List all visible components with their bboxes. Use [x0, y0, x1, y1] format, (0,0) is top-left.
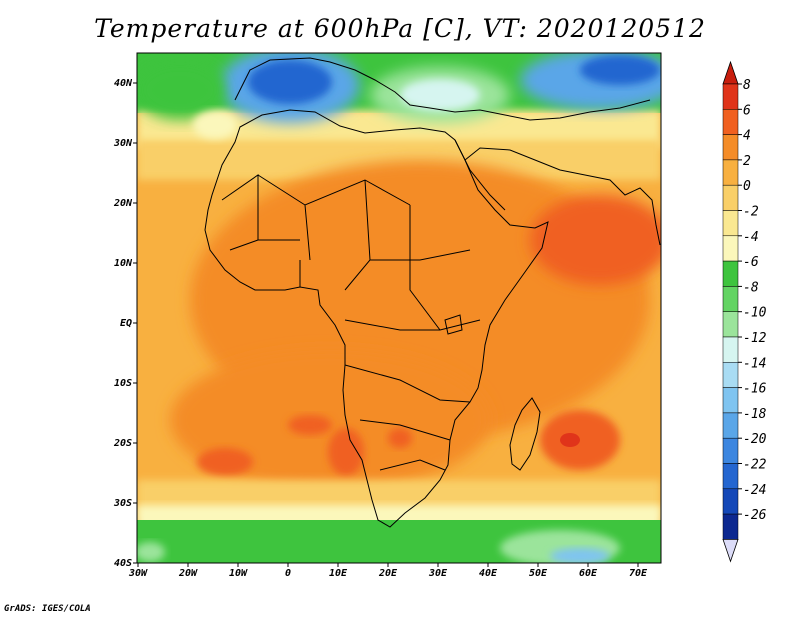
colorbar-swatch — [722, 437, 739, 464]
colorbar-label: -16 — [743, 382, 767, 397]
longitude-axis: 30W 20W 10W 0 10E 20E 30E 40E 50E 60E 70E — [128, 563, 648, 579]
lon-tick-label: 60E — [579, 568, 598, 579]
lon-tick-label: 0 — [285, 568, 291, 579]
red-sea — [454, 139, 506, 211]
border-lines — [221, 174, 481, 471]
coastlines — [204, 57, 661, 528]
colorbar-label: -8 — [743, 280, 759, 295]
colorbar-swatch — [722, 109, 739, 135]
colorbar-label: 2 — [743, 154, 751, 169]
madagascar-coastline — [509, 397, 541, 471]
colorbar-label: 8 — [743, 78, 751, 93]
colorbar-bottom-arrow — [722, 539, 739, 563]
colorbar-swatch — [722, 412, 739, 439]
colorbar-swatch — [722, 463, 739, 490]
lon-tick-label: 20E — [378, 568, 398, 579]
colorbar-label: -14 — [743, 356, 766, 371]
colorbar-swatch — [722, 210, 739, 237]
colorbar-label: -18 — [743, 407, 767, 422]
grads-credit: GrADS: IGES/COLA — [4, 604, 91, 614]
latitude-axis: 40N 30N 20N 10N EQ 10S 20S 30S 40S — [113, 78, 137, 569]
colorbar-swatch — [722, 513, 739, 540]
colorbar-swatch — [722, 387, 739, 414]
lon-tick-label: 10E — [329, 568, 348, 579]
lat-tick-label: 40N — [114, 78, 133, 89]
lat-tick-label: 40S — [114, 558, 132, 569]
lat-tick-label: 20N — [113, 198, 133, 209]
colorbar-label: -4 — [743, 230, 759, 245]
colorbar-swatch — [722, 311, 739, 338]
colorbar-label: -12 — [743, 331, 767, 346]
map-title: Temperature at 600hPa [C], VT: 202012051… — [94, 14, 706, 43]
field-warm-arabian-sea — [530, 195, 661, 285]
colorbar-swatch — [722, 184, 739, 211]
colorbar-swatch — [722, 286, 739, 312]
lon-tick-label: 40E — [479, 568, 498, 579]
colorbar-label: 6 — [743, 103, 751, 118]
colorbar-label: -6 — [743, 255, 759, 270]
colorbar-label: 0 — [743, 179, 751, 194]
colorbar-label: -26 — [743, 508, 767, 523]
lat-tick-label: 20S — [113, 438, 132, 449]
temperature-field — [137, 53, 661, 563]
colorbar-top-arrow — [722, 60, 739, 85]
colorbar-swatch — [722, 134, 739, 161]
colorbar-label: 4 — [743, 129, 751, 144]
colorbar-swatch — [722, 362, 739, 388]
colorbar-label: -2 — [743, 205, 759, 220]
lat-tick-label: 30N — [113, 138, 133, 149]
lat-tick-label: EQ — [120, 318, 132, 329]
colorbar-label: -24 — [743, 483, 766, 498]
lake-victoria — [444, 314, 463, 335]
lon-tick-label: 70E — [629, 568, 648, 579]
colorbar-label: -20 — [743, 432, 767, 447]
colorbar-swatch — [722, 488, 739, 515]
lat-tick-label: 30S — [113, 498, 132, 509]
colorbar-label: -22 — [743, 458, 767, 473]
colorbar-swatch — [722, 159, 739, 186]
lon-tick-label: 30E — [428, 568, 448, 579]
lat-tick-label: 10N — [114, 258, 133, 269]
lon-tick-label: 10W — [229, 568, 248, 579]
colorbar-swatch — [722, 260, 739, 287]
colorbar-swatch — [722, 336, 739, 363]
colorbar-label: -10 — [743, 306, 767, 321]
lat-tick-label: 10S — [114, 378, 132, 389]
lon-tick-label: 20W — [178, 568, 198, 579]
arabia-coastline — [464, 147, 661, 246]
colorbar-swatch — [722, 83, 739, 110]
europe-coastline — [234, 57, 651, 121]
colorbar-swatch — [722, 235, 739, 262]
colorbar-legend: 8 6 4 2 0 -2 -4 -6 -8 -10 -12 -14 -16 -18 -20 -22 -24 -26 — [722, 60, 767, 563]
plot-frame — [136, 52, 662, 564]
lon-tick-label: 50E — [529, 568, 548, 579]
lon-tick-label: 30W — [128, 568, 148, 579]
